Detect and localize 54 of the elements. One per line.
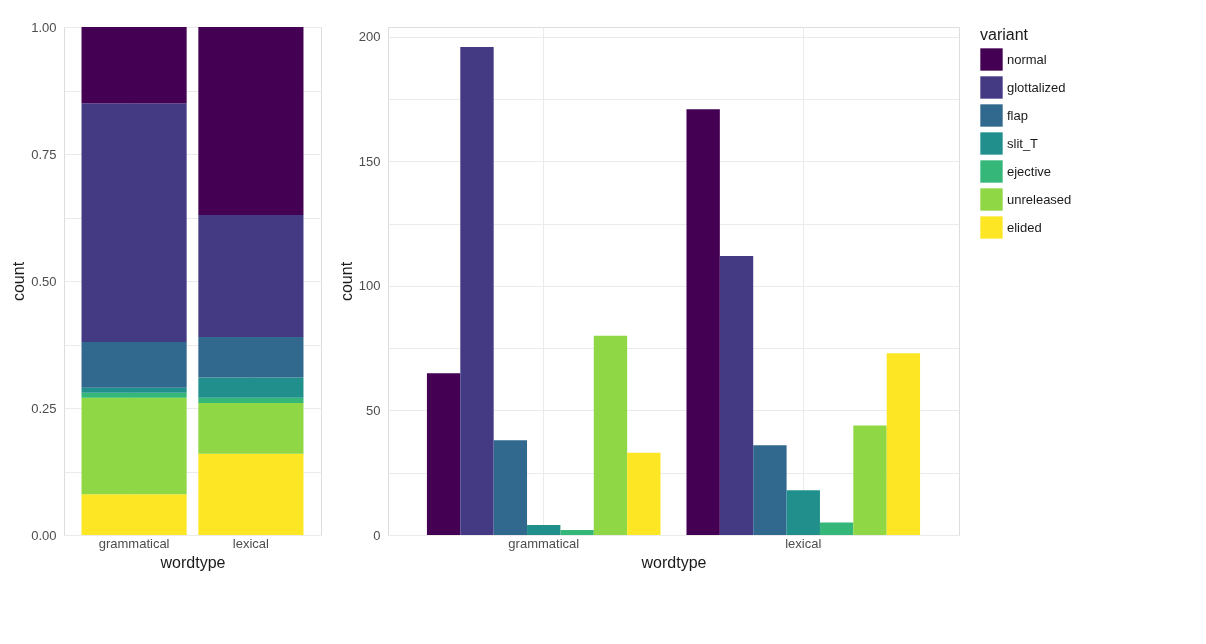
bar	[81, 27, 187, 104]
bar	[81, 397, 187, 495]
y-tick-label: 200	[358, 29, 381, 45]
bar	[81, 387, 187, 393]
bar	[686, 109, 720, 535]
legend-label: glottalized	[1007, 79, 1066, 95]
bar	[853, 425, 887, 535]
bar	[819, 522, 854, 535]
bar	[81, 103, 187, 342]
bar	[198, 397, 304, 403]
bar	[786, 490, 820, 535]
bar	[81, 392, 187, 398]
y-tick-label: 0.50	[31, 273, 57, 289]
legend-label: normal	[1007, 51, 1047, 67]
bar	[198, 27, 304, 215]
y-tick-label: 0	[373, 527, 381, 543]
legend-label: elided	[1007, 219, 1042, 235]
bar	[81, 341, 187, 388]
y-tick-label: 150	[358, 153, 381, 169]
legend-label: slit_T	[1007, 135, 1039, 151]
bar	[627, 452, 661, 535]
bar	[426, 373, 461, 535]
bar	[753, 445, 787, 535]
bar	[886, 353, 921, 535]
y-tick-label: 0.75	[31, 146, 57, 162]
x-tick-label: grammatical	[508, 535, 580, 551]
y-tick-label: 0.00	[31, 527, 57, 543]
legend-title: variant	[980, 26, 1029, 43]
bar	[198, 402, 304, 454]
bar	[460, 46, 494, 535]
bar	[198, 377, 304, 398]
bar	[198, 453, 304, 535]
x-tick-label: lexical	[232, 535, 270, 551]
y-axis-title: count	[10, 261, 28, 302]
x-axis-title: wordtype	[159, 553, 226, 571]
bar	[719, 256, 754, 535]
y-tick-label: 1.00	[31, 19, 57, 35]
x-axis-title: wordtype	[640, 553, 707, 571]
x-tick-label: grammatical	[98, 535, 170, 551]
bar	[493, 440, 528, 535]
bar	[198, 336, 304, 378]
bar	[527, 525, 561, 535]
bar	[593, 335, 628, 535]
bar	[198, 214, 304, 337]
legend-label: flap	[1007, 107, 1028, 123]
y-tick-label: 100	[358, 278, 381, 294]
legend-label: ejective	[1007, 163, 1052, 179]
y-tick-label: 0.25	[31, 400, 57, 416]
x-tick-label: lexical	[785, 535, 822, 551]
bar	[81, 494, 187, 535]
y-axis-title: count	[337, 261, 355, 302]
bar	[560, 530, 594, 535]
legend-label: unreleased	[1007, 191, 1072, 207]
y-tick-label: 50	[366, 402, 381, 418]
